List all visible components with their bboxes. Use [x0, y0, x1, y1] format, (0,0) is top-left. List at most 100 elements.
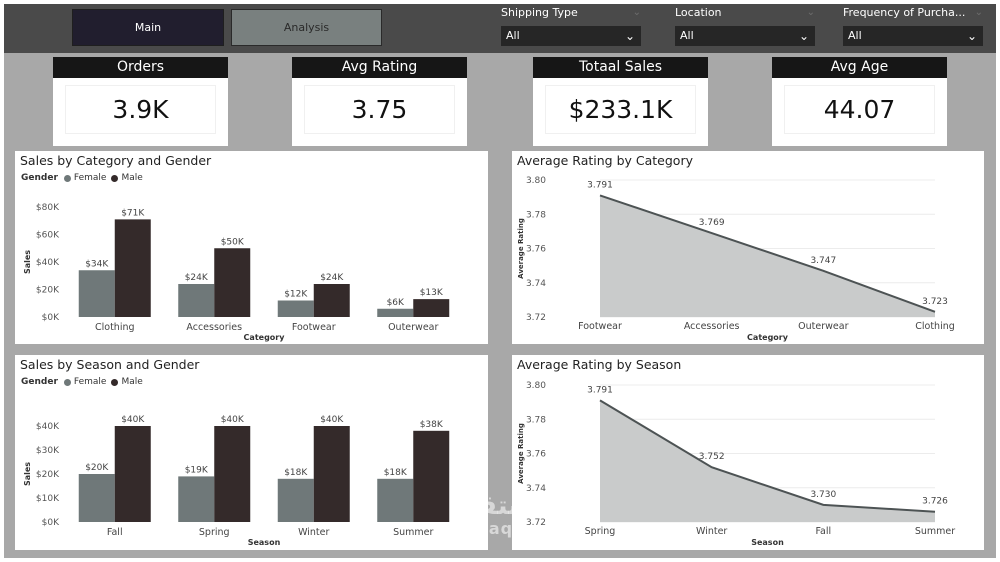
data-label: 3.752 [699, 452, 725, 462]
data-label: $40K [320, 415, 344, 425]
y-tick-label: 3.76 [526, 245, 546, 255]
data-label: $24K [320, 273, 344, 283]
legend-title: Gender [21, 173, 58, 183]
slicer-title: Location [675, 6, 722, 19]
female-swatch [63, 378, 71, 386]
chart-title: Average Rating by Season [517, 357, 682, 372]
legend-item-female[interactable]: Female [63, 173, 107, 183]
x-tick-label: Clothing [95, 322, 135, 333]
x-tick-label: Winter [696, 526, 727, 537]
chart-title: Sales by Category and Gender [20, 153, 212, 168]
female-bar [377, 308, 414, 317]
orders-card: Orders 3.9K [53, 57, 228, 146]
x-tick-label: Fall [815, 526, 831, 537]
slicer-value: All [680, 29, 694, 42]
x-tick-label: Footwear [578, 321, 622, 332]
data-label: $12K [284, 290, 308, 300]
legend-item-female[interactable]: Female [63, 377, 107, 387]
y-tick-label: 3.76 [526, 450, 546, 460]
y-tick-label: $40K [36, 422, 60, 432]
card-value: 3.75 [304, 85, 455, 134]
avg-rating-by-category-chart: Average Rating by Category 3.72 3.74 3.76 3… [512, 151, 984, 344]
male-bar [313, 426, 350, 522]
legend-label: Female [73, 377, 107, 387]
analysis-page-button[interactable]: Analysis [231, 9, 382, 46]
slicer-value: All [506, 29, 520, 42]
card-title: Avg Rating [292, 57, 467, 78]
y-tick-label: 3.72 [526, 313, 546, 323]
male-bar [114, 219, 151, 317]
data-label: 3.723 [922, 297, 948, 307]
data-label: 3.726 [922, 497, 948, 507]
data-label: $20K [85, 463, 109, 473]
shipping-type-dropdown[interactable]: All ⌄ [501, 26, 641, 46]
series-line [599, 399, 936, 513]
card-value: 44.07 [784, 85, 935, 134]
female-bar [277, 300, 314, 317]
shipping-type-slicer: Shipping Type ⌄ All ⌄ [501, 6, 641, 46]
y-tick-label: $20K [36, 286, 60, 296]
x-axis-label: Season [751, 538, 784, 547]
chevron-down-icon: ⌄ [966, 29, 977, 43]
x-tick-label: Spring [199, 527, 230, 538]
legend-item-male[interactable]: Male [111, 173, 143, 183]
male-bar [413, 299, 450, 317]
y-axis-label: Sales [23, 462, 32, 486]
x-tick-label: Clothing [915, 321, 955, 332]
x-tick-label: Outerwear [388, 322, 438, 333]
y-tick-label: 3.78 [526, 415, 546, 425]
legend-item-male[interactable]: Male [111, 377, 143, 387]
sales-by-category-gender-chart: Sales by Category and Gender Gender Fema… [15, 151, 488, 344]
top-bar: Main Analysis Shipping Type ⌄ All ⌄ Locati… [4, 4, 996, 53]
area-fill [600, 195, 935, 317]
data-label: $18K [384, 468, 408, 478]
chevron-down-icon: ⌄ [798, 29, 809, 43]
chart-canvas: 3.72 3.74 3.76 3.78 3.80 Average Rating 3.791 3… [517, 381, 955, 547]
main-page-button[interactable]: Main [72, 9, 224, 46]
male-bar [214, 248, 251, 317]
avg-age-card: Avg Age 44.07 [772, 57, 947, 146]
watermark-arabic: مستقل [455, 491, 551, 521]
chevron-down-icon[interactable]: ⌄ [632, 7, 641, 18]
watermark: مستقل mostaql.com [440, 492, 567, 538]
card-value: 3.9K [65, 85, 216, 134]
x-axis-label: Category [747, 333, 789, 342]
card-title: Avg Age [772, 57, 947, 78]
y-tick-label: 3.80 [526, 381, 546, 391]
x-tick-label: Footwear [292, 322, 336, 333]
chart-canvas: 3.72 3.74 3.76 3.78 3.80 Average Rating 3.791 3… [517, 176, 955, 342]
sales-by-season-gender-chart: Sales by Season and Gender Gender Female… [15, 355, 488, 550]
male-bar [214, 426, 251, 522]
x-axis-label: Category [244, 333, 286, 342]
data-label: $34K [85, 259, 109, 269]
female-bar [178, 284, 215, 317]
x-tick-label: Accessories [186, 322, 242, 333]
slicer-title: Frequency of Purcha... [843, 6, 966, 19]
data-label: $50K [221, 237, 245, 247]
y-tick-label: 3.80 [526, 176, 546, 186]
avg-rating-by-season-chart: Average Rating by Season 3.72 3.74 3.76 3.7… [512, 355, 984, 550]
chevron-down-icon[interactable]: ⌄ [806, 7, 815, 18]
chart-legend: Gender Female Male [21, 377, 148, 387]
y-tick-label: $60K [36, 231, 60, 241]
y-tick-label: $80K [36, 203, 60, 213]
y-tick-label: $30K [36, 446, 60, 456]
data-label: $38K [420, 420, 444, 430]
y-axis-label: Sales [23, 250, 32, 274]
y-tick-label: $10K [36, 494, 60, 504]
slicer-value: All [848, 29, 862, 42]
y-tick-label: 3.78 [526, 210, 546, 220]
location-dropdown[interactable]: All ⌄ [675, 26, 815, 46]
chevron-down-icon[interactable]: ⌄ [974, 7, 983, 18]
y-axis-label: Average Rating [517, 423, 525, 484]
data-label: $40K [221, 415, 245, 425]
legend-label: Female [73, 173, 107, 183]
y-axis-label: Average Rating [517, 218, 525, 279]
data-label: $24K [185, 273, 209, 283]
frequency-dropdown[interactable]: All ⌄ [843, 26, 983, 46]
x-tick-label: Fall [107, 527, 123, 538]
avg-rating-card: Avg Rating 3.75 [292, 57, 467, 146]
area-fill [600, 400, 935, 522]
female-bar [78, 270, 115, 317]
x-tick-label: Winter [298, 527, 329, 538]
